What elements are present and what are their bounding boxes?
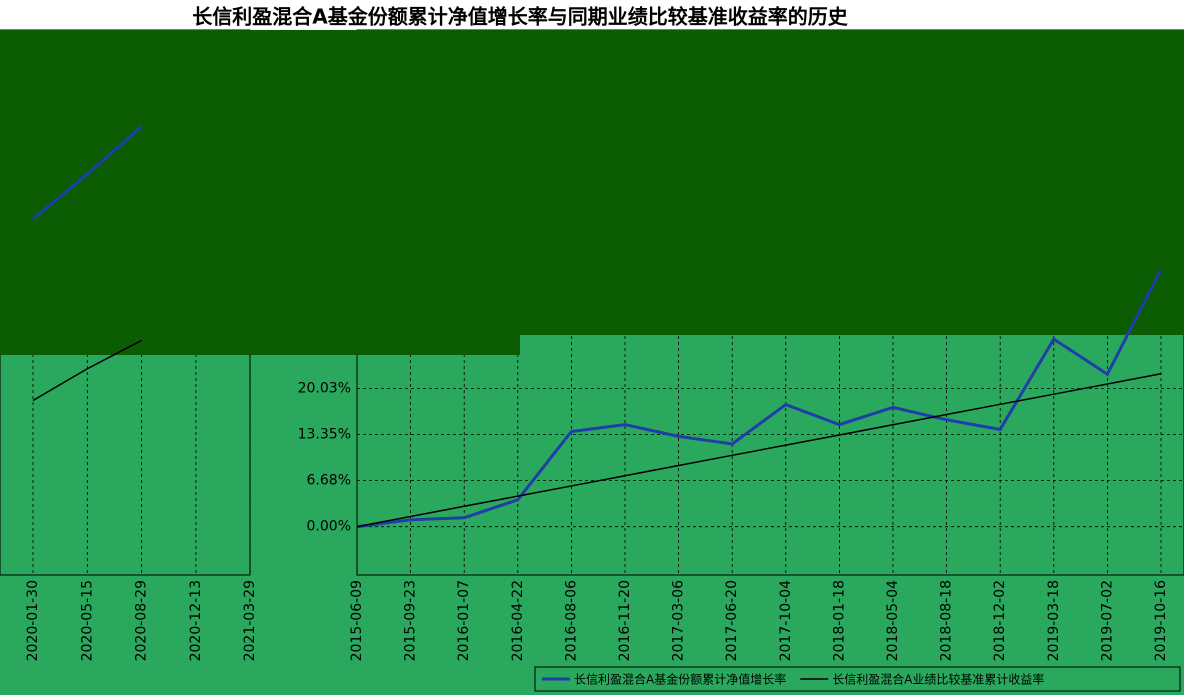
x-tick-label: 2019-10-16 (1153, 580, 1169, 661)
y-tick-label: 13.35% (298, 427, 351, 443)
series-line (356, 268, 1163, 529)
title-strip (0, 0, 1184, 30)
x-tick-label: 2019-07-02 (1099, 580, 1115, 661)
series-line (32, 339, 142, 402)
x-tick-label: 2020-01-30 (25, 580, 41, 661)
series-line (356, 373, 1162, 528)
y-tick-label: 6.68% (307, 473, 351, 489)
glitch-overlay (0, 30, 1184, 335)
lines-layer (32, 125, 1163, 529)
x-tick-label: 2018-01-18 (831, 580, 847, 661)
y-tick-label: 0.00% (307, 519, 351, 535)
glitch-overlay (0, 335, 520, 355)
x-tick-label: 2016-11-20 (617, 580, 633, 661)
x-tick-label: 2016-01-07 (456, 580, 472, 661)
x-tick-label: 2015-09-23 (403, 580, 419, 661)
y-tick-label: 20.03% (298, 381, 351, 397)
x-tick-label: 2015-06-09 (349, 580, 365, 661)
x-tick-label: 2017-03-06 (671, 580, 687, 661)
x-tick-label: 2020-08-29 (134, 580, 150, 661)
x-tick-label: 2019-03-18 (1046, 580, 1062, 661)
legend (534, 666, 1181, 692)
x-tick-label: 2021-03-29 (242, 580, 258, 661)
x-tick-label: 2016-08-06 (563, 580, 579, 661)
x-tick-label: 2018-05-04 (885, 580, 901, 661)
x-tick-label: 2018-08-18 (939, 580, 955, 661)
series-line (32, 125, 143, 221)
chart-title: 长信利盈混合A基金份额累计净值增长率与同期业绩比较基准收益率的历史 (192, 5, 848, 29)
legend-items: 长信利盈混合A基金份额累计净值增长率 长信利盈混合A业绩比较基准累计收益率 (542, 672, 1044, 687)
x-tick-label: 2016-04-22 (510, 580, 526, 661)
x-tick-label: 2020-05-15 (79, 580, 95, 661)
x-tick-label: 2017-10-04 (778, 580, 794, 661)
legend-label: 长信利盈混合A业绩比较基准累计收益率 (832, 672, 1044, 687)
x-tick-label: 2020-12-13 (188, 580, 204, 661)
legend-label: 长信利盈混合A基金份额累计净值增长率 (574, 672, 786, 687)
x-tick-label: 2017-06-20 (724, 580, 740, 661)
x-tick-label: 2018-12-02 (992, 580, 1008, 661)
